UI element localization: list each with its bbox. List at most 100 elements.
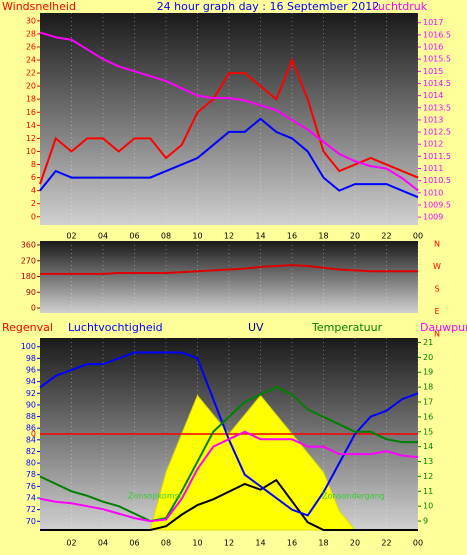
legend-label: Luchtvochtigheid (68, 321, 163, 334)
y-tick-label: 22 (26, 69, 36, 78)
legend-label: Regenval (2, 321, 53, 334)
x-tick-label: 06 (129, 539, 139, 548)
series-line (39, 430, 419, 523)
x-tick-label: 06 (129, 232, 139, 241)
y2-tick-label: 1009 (423, 213, 443, 222)
x-tick-label: 10 (192, 232, 202, 241)
y-tick-label: 72 (26, 505, 36, 514)
y2-tick-label: 1014.5 (423, 79, 451, 88)
x-tick-label: 04 (98, 232, 108, 241)
y-tick-label: 12 (26, 134, 36, 143)
y-tick-label: 74 (26, 494, 36, 503)
y2-tick-label: 1013 (423, 115, 443, 124)
y2-tick-label: 1011.5 (423, 152, 451, 161)
y-tick-label: 100 (21, 342, 36, 351)
x-tick-label: 20 (350, 232, 360, 241)
y-tick-label: 90 (26, 400, 36, 409)
annotation: Zonsopkomst (128, 492, 182, 501)
direction-label: W (433, 262, 441, 271)
y-tick-label: 8 (31, 160, 36, 169)
y-tick-label: 14 (26, 121, 36, 130)
annotation: Zonsondergang (322, 492, 385, 501)
y-tick-label: 70 (26, 517, 36, 526)
y2-tick-label: 14 (423, 442, 433, 451)
x-tick-label: 00 (413, 232, 423, 241)
y2-tick-label: 1016 (423, 43, 443, 52)
legend-label: UV (248, 321, 264, 334)
x-tick-label: 14 (255, 539, 265, 548)
y2-tick-label: 1012 (423, 140, 443, 149)
x-tick-label: 12 (224, 232, 234, 241)
x-tick-label: 10 (192, 539, 202, 548)
panel-bg (40, 241, 418, 313)
x-tick-label: 02 (66, 232, 76, 241)
x-tick-label: 18 (318, 539, 328, 548)
series-line (40, 264, 418, 275)
x-tick-label: 22 (381, 539, 391, 548)
y-tick-label: 18 (26, 95, 36, 104)
y2-tick-label: 18 (423, 383, 433, 392)
x-tick-label: 12 (224, 539, 234, 548)
y-tick-label: 26 (26, 42, 36, 51)
title: 24 hour graph day : 16 September 2012 (157, 0, 380, 13)
y-tick-label: 24 (26, 56, 36, 65)
y2-tick-label: 1017 (423, 18, 443, 27)
y2-tick-label: 17 (423, 398, 433, 407)
y2-tick-label: 1014 (423, 91, 443, 100)
y-tick-label: 360 (21, 241, 36, 250)
y2-tick-label: 1013.5 (423, 103, 451, 112)
y-tick-label: 180 (21, 272, 36, 281)
x-tick-label: 14 (255, 232, 265, 241)
y-tick-label: 86 (26, 424, 36, 433)
x-tick-label: 16 (287, 539, 297, 548)
series-line (39, 117, 419, 199)
y-tick-label: 80 (26, 459, 36, 468)
y-tick-label: 94 (26, 377, 36, 386)
x-tick-label: 16 (287, 232, 297, 241)
y2-tick-label: 9 (423, 517, 428, 526)
direction-label: E (434, 307, 439, 316)
x-tick-label: 18 (318, 232, 328, 241)
y-tick-label: 84 (26, 435, 36, 444)
y2-tick-label: 20 (423, 353, 433, 362)
y2-tick-label: 10 (423, 502, 433, 511)
y2-tick-label: 16 (423, 412, 433, 421)
x-tick-label: 22 (381, 232, 391, 241)
y2-tick-label: 1012.5 (423, 128, 451, 137)
y-tick-label: 98 (26, 354, 36, 363)
y-tick-label: 4 (31, 186, 36, 195)
series-line (39, 31, 419, 192)
series-line (39, 386, 418, 523)
rain-tick-label: 0 (31, 430, 36, 439)
legend-label: Dauwpunt (420, 321, 467, 334)
y2-tick-label: 1015.5 (423, 55, 451, 64)
y-tick-label: 16 (26, 108, 36, 117)
y2-tick-label: 13 (423, 457, 433, 466)
y-tick-label: 92 (26, 389, 36, 398)
x-tick-label: 00 (413, 539, 423, 548)
legend-label: Temperatuur (311, 321, 383, 334)
y-tick-label: 2 (31, 199, 36, 208)
series-line (39, 57, 419, 185)
series-line (40, 478, 418, 531)
y2-tick-label: 15 (423, 427, 433, 436)
y-tick-label: 96 (26, 366, 36, 375)
y2-tick-label: 11 (423, 487, 433, 496)
direction-label: N (434, 330, 440, 339)
y-tick-label: 28 (26, 29, 36, 38)
x-tick-label: 02 (66, 539, 76, 548)
y2-tick-label: 21 (423, 338, 433, 347)
y-tick-label: 6 (31, 173, 36, 182)
x-tick-label: 04 (98, 539, 108, 548)
y2-tick-label: 1010 (423, 188, 443, 197)
y-tick-label: 270 (21, 256, 36, 265)
y-tick-label: 0 (31, 212, 36, 221)
y2-tick-label: 1010.5 (423, 176, 451, 185)
y-label: Windsnelheid (2, 0, 76, 13)
panel-bg (40, 13, 418, 225)
y-tick-label: 0 (31, 304, 36, 313)
y-tick-label: 78 (26, 470, 36, 479)
y-tick-label: 20 (26, 82, 36, 91)
y2-tick-label: 1015 (423, 67, 443, 76)
